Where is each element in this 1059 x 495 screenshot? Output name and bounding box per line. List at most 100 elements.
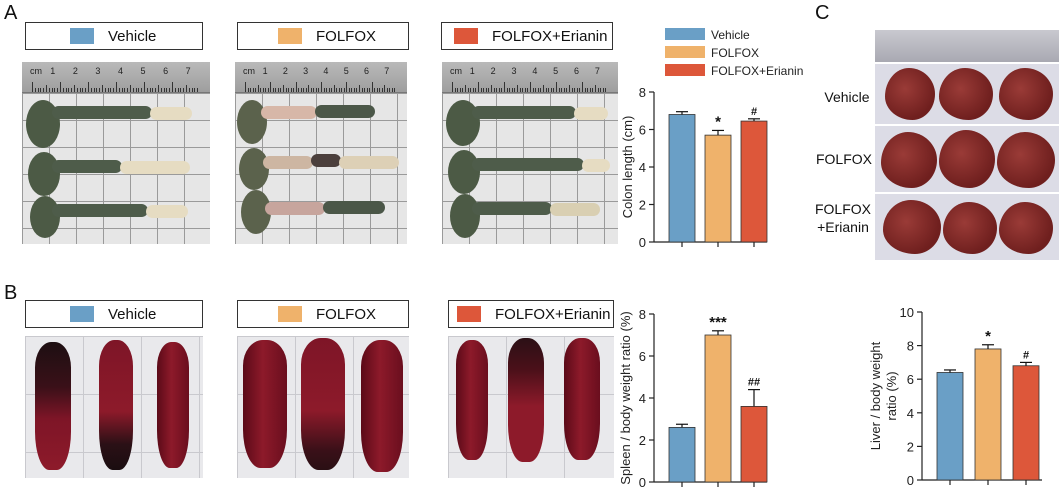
bar	[668, 114, 696, 243]
ruler-tick	[265, 88, 267, 92]
spleen	[99, 340, 133, 470]
ruler-tick	[34, 88, 36, 92]
y-tick-label: 2	[639, 433, 646, 448]
ruler-tick	[574, 88, 576, 92]
ruler-tick	[107, 88, 109, 92]
ruler-number: 7	[594, 66, 600, 76]
ruler-unit: cm	[30, 66, 42, 76]
ruler-tick	[315, 88, 317, 92]
ruler-tick	[558, 88, 560, 92]
ruler-tick	[65, 88, 67, 92]
folfox-swatch	[278, 28, 302, 44]
ruler-tick	[313, 88, 315, 92]
spleen	[35, 342, 71, 470]
ruler-tick	[305, 88, 307, 92]
spleen-photo-vehicle	[25, 336, 203, 478]
ruler-tick	[48, 88, 50, 92]
ruler-number: 5	[553, 66, 559, 76]
ruler-tick	[116, 82, 117, 92]
ruler-tick	[369, 88, 371, 92]
liver-row-label-folfox-erianin: FOLFOX +Erianin	[808, 200, 878, 236]
colon-segment	[263, 156, 313, 169]
legend-box-folfox-erianin-a: FOLFOX+Erianin	[441, 22, 613, 50]
ruler-tick	[569, 85, 570, 92]
y-tick-label: 0	[639, 475, 646, 490]
colon-cecum	[239, 148, 269, 190]
colon-cecum	[448, 150, 480, 194]
ruler-tick	[74, 85, 75, 92]
liver-photo-vehicle	[875, 64, 1059, 124]
ruler-tick	[379, 88, 381, 92]
y-tick-label: 4	[639, 160, 646, 175]
ruler-number: 5	[140, 66, 146, 76]
ruler-tick	[338, 88, 340, 92]
colon-segment	[120, 161, 190, 174]
y-tick-label: 8	[639, 307, 646, 322]
ruler-tick	[519, 88, 521, 92]
ruler-tick	[584, 88, 586, 92]
y-tick-label: 8	[639, 85, 646, 100]
legend-box-vehicle-a: Vehicle	[25, 22, 203, 50]
ruler-tick	[550, 88, 552, 92]
ruler-tick	[270, 82, 272, 92]
legend-label: Vehicle	[108, 305, 157, 323]
ruler-tick	[543, 85, 544, 92]
ruler-tick	[326, 88, 328, 92]
liver-row-label-vehicle: Vehicle	[824, 89, 870, 105]
colon-length-chart: 0 2 4 6 8 Colon length (cm) * # Vehicle FOLFOX FOL…	[612, 18, 822, 250]
colon-photo-folfox-erianin: cm 1 2 3 4 5 6 7	[442, 62, 618, 244]
colon-segment	[150, 107, 192, 120]
ruler-tick	[141, 88, 143, 92]
bar	[704, 134, 732, 243]
ruler-tick	[483, 88, 485, 92]
ruler-tick	[272, 88, 274, 92]
ruler-tick	[556, 82, 557, 92]
bar	[740, 406, 768, 483]
ruler-tick	[310, 88, 312, 92]
colon-segment	[52, 106, 152, 119]
ruler-tick	[113, 88, 115, 92]
ruler-tick	[293, 88, 295, 92]
bar	[668, 426, 696, 483]
ruler-tick	[376, 88, 378, 92]
ruler-number: 2	[490, 66, 496, 76]
colon-segment	[261, 106, 317, 119]
ruler-tick	[511, 88, 513, 92]
ruler-tick	[121, 88, 123, 92]
ruler-tick	[391, 88, 393, 92]
spleen	[301, 338, 345, 470]
ruler: cm 1 2 3 4 5 6 7	[22, 62, 210, 93]
legend-swatch	[665, 46, 705, 58]
spleen	[456, 340, 488, 460]
ruler-tick	[255, 88, 257, 92]
ruler-number: 1	[469, 66, 475, 76]
ruler-tick	[346, 82, 348, 92]
significance-label: *	[985, 328, 991, 345]
ruler-unit: cm	[450, 66, 462, 76]
ruler-tick	[366, 88, 368, 92]
ruler-number: 4	[323, 66, 329, 76]
ruler-number: 1	[50, 66, 56, 76]
y-axis-label: ratio (%)	[884, 371, 899, 420]
ruler-tick	[303, 88, 305, 92]
ruler-tick	[597, 88, 599, 92]
ruler-tick	[54, 88, 56, 92]
spleen-ratio-svg: 0 2 4 6 8 Spleen / body weight ratio (%) *** ##	[618, 307, 768, 490]
ruler-tick	[62, 88, 64, 92]
ruler-tick	[174, 88, 176, 92]
liver	[997, 132, 1055, 188]
colon-segment	[323, 201, 385, 214]
ruler-tick	[46, 85, 47, 92]
ruler-tick	[267, 88, 269, 92]
ruler-tick	[535, 88, 537, 92]
ruler-tick	[93, 88, 95, 92]
spleen	[564, 338, 600, 460]
panel-label-c: C	[815, 2, 830, 24]
legend-label: FOLFOX	[316, 305, 377, 323]
ruler-tick	[475, 88, 477, 92]
ruler-tick	[602, 88, 604, 92]
ruler-tick	[524, 88, 526, 92]
ruler-tick	[328, 88, 330, 92]
ruler-number: 1	[262, 66, 268, 76]
ruler-tick	[257, 85, 259, 92]
